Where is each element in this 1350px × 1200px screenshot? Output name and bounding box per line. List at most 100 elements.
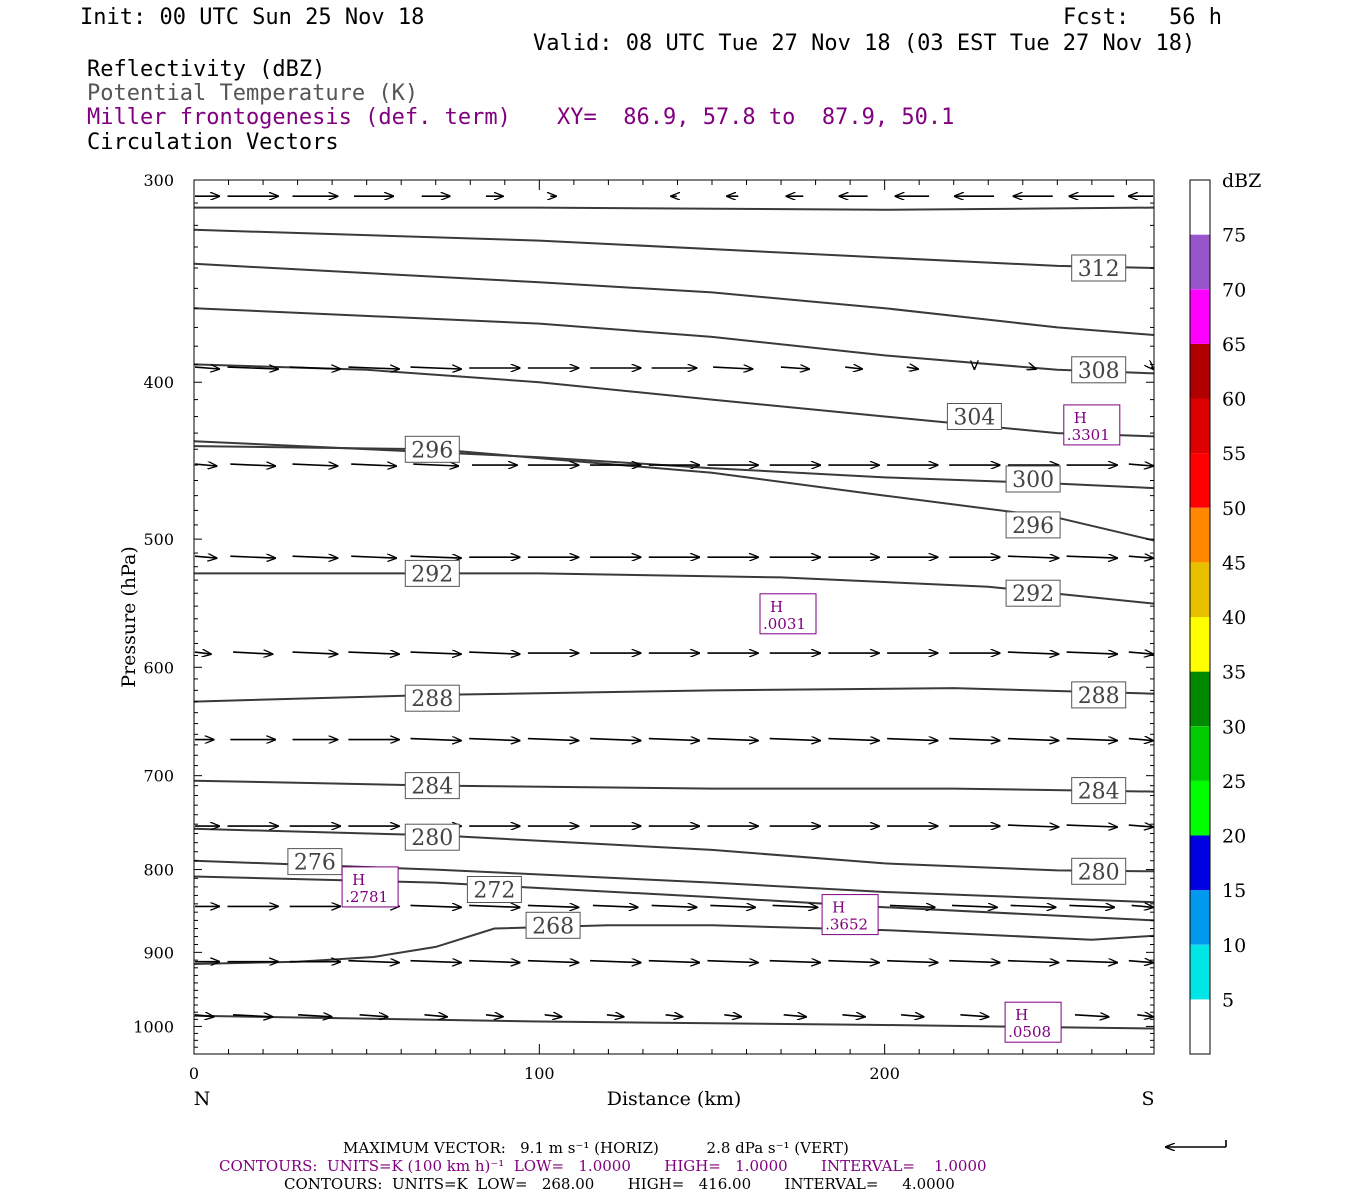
contours-theta-note: CONTOURS: UNITS=K LOW= 268.00 HIGH= 416.… — [284, 1175, 955, 1193]
circulation-vector — [348, 961, 398, 963]
contour-label-300: 300 — [1012, 468, 1054, 493]
circulation-vector — [527, 961, 578, 963]
contour-label-box — [404, 823, 460, 851]
circulation-vector — [1128, 825, 1153, 827]
colorbar-label: 75 — [1222, 225, 1246, 247]
contour-label-box — [1071, 356, 1127, 384]
frontogenesis-high-value: .0031 — [763, 615, 806, 633]
x-end-label-north: N — [194, 1088, 211, 1110]
valid-time: Valid: 08 UTC Tue 27 Nov 18 (03 EST Tue … — [533, 31, 1196, 56]
circulation-vector — [906, 367, 918, 369]
frontogenesis-high-marker: H — [1015, 1006, 1028, 1024]
colorbar-label: 65 — [1222, 334, 1246, 356]
circulation-vector — [233, 1015, 272, 1017]
contour-label-box — [525, 911, 581, 939]
contour-label-288: 288 — [411, 687, 453, 712]
contour-label-268: 268 — [532, 914, 574, 939]
colorbar-swatch — [1190, 343, 1210, 399]
colorbar-swatch — [1190, 671, 1210, 727]
contour-label-280: 280 — [1078, 860, 1120, 885]
circulation-vector — [769, 961, 820, 963]
contour-label-284: 284 — [1078, 780, 1120, 805]
colorbar-swatch — [1190, 890, 1210, 945]
circulation-vector — [1010, 905, 1056, 907]
circulation-vector — [410, 739, 461, 741]
frontogenesis-high-box — [1063, 404, 1121, 446]
init-time: Init: 00 UTC Sun 25 Nov 18 — [80, 5, 425, 30]
circulation-vector — [469, 905, 519, 907]
forecast-hour: Fcst: 56 h — [1063, 5, 1222, 30]
circulation-vector — [424, 1015, 447, 1017]
contour-label-box — [946, 403, 1002, 430]
circulation-vector — [351, 464, 396, 466]
circulation-vector — [1066, 739, 1117, 741]
y-tick-label: 600 — [143, 658, 174, 677]
circulation-vector — [544, 1015, 562, 1017]
isentrope-line-272 — [193, 875, 1155, 922]
colorbar-title: dBZ — [1222, 170, 1261, 192]
max-vector-note: MAXIMUM VECTOR: 9.1 m s⁻¹ (HORIZ) 2.8 dP… — [343, 1139, 849, 1157]
y-axis-title: Pressure (hPa) — [118, 546, 140, 688]
circulation-vector — [194, 556, 216, 558]
colorbar-swatch — [1190, 999, 1210, 1054]
circulation-vector — [1007, 739, 1058, 741]
contour-label-box — [466, 876, 522, 903]
circulation-vector — [410, 556, 461, 558]
circulation-vector — [351, 556, 396, 558]
circulation-vector — [292, 652, 338, 654]
isentrope-line-300 — [193, 440, 1155, 490]
circulation-vector — [949, 739, 999, 741]
colorbar-swatch — [1190, 780, 1210, 836]
y-tick-label: 800 — [143, 861, 174, 880]
colorbar-swatch — [1190, 617, 1210, 672]
frontogenesis-high-marker: H — [770, 598, 783, 616]
contour-label-box — [1071, 681, 1127, 709]
circulation-vector — [713, 367, 752, 369]
circulation-vector — [413, 464, 458, 466]
circulation-vector — [230, 464, 275, 466]
isentrope-line-308 — [193, 307, 1155, 375]
isentrope-line-312 — [193, 228, 1155, 269]
isentrope-line-2 — [193, 262, 1155, 336]
circulation-vector — [194, 464, 216, 466]
contour-label-280: 280 — [411, 826, 453, 851]
circulation-vector — [298, 1015, 332, 1017]
contour-label-276: 276 — [294, 851, 336, 876]
isentrope-line-288 — [193, 687, 1155, 703]
circulation-vector — [348, 652, 398, 654]
circulation-vector — [590, 961, 640, 963]
colorbar-label: 60 — [1222, 389, 1246, 411]
field-frontogenesis: Miller frontogenesis (def. term) — [87, 105, 511, 130]
circulation-vector — [469, 961, 519, 963]
frontogenesis-high-marker: H — [352, 871, 365, 889]
colorbar-label: 55 — [1222, 443, 1246, 465]
y-tick-label: 300 — [143, 171, 174, 190]
contour-label-312: 312 — [1078, 257, 1120, 282]
contour-label-296: 296 — [1012, 514, 1054, 539]
circulation-vector — [227, 367, 278, 369]
colorbar-label: 15 — [1222, 880, 1246, 902]
circulation-vector — [606, 1015, 624, 1017]
circulation-vector — [410, 367, 461, 369]
circulation-vector — [1066, 556, 1117, 558]
circulation-vector — [648, 961, 699, 963]
colorbar-label: 70 — [1222, 279, 1246, 301]
circulation-vector — [592, 905, 638, 907]
contour-label-292: 292 — [1012, 582, 1054, 607]
y-tick-label: 500 — [143, 530, 174, 549]
contour-label-box — [1071, 777, 1127, 805]
circulation-vector — [828, 739, 878, 741]
circulation-vector — [889, 905, 935, 907]
colorbar-label: 20 — [1222, 826, 1246, 848]
contour-label-box — [1005, 465, 1061, 493]
frontogenesis-high-box — [1004, 1001, 1062, 1043]
circulation-vector — [651, 905, 697, 907]
circulation-vector — [292, 556, 338, 558]
circulation-vector — [1128, 961, 1153, 963]
circulation-vector — [665, 1015, 683, 1017]
cross-section-endpoints: XY= 86.9, 57.8 to 87.9, 50.1 — [557, 105, 955, 130]
contour-label-272: 272 — [473, 879, 515, 904]
circulation-vector — [1007, 825, 1058, 827]
field-circulation-vectors: Circulation Vectors — [87, 130, 339, 155]
circulation-vector — [527, 905, 578, 907]
